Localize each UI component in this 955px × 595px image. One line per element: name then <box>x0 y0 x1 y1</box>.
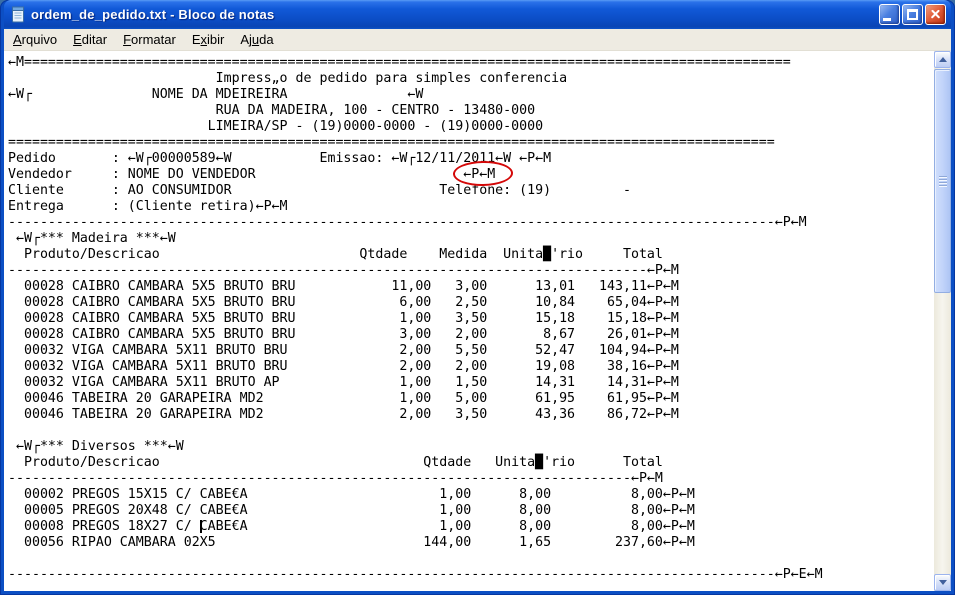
text-line: 00056 RIPAO CAMBARA 02X5 144,00 1,65 237… <box>8 535 695 550</box>
titlebar[interactable]: ordem_de_pedido.txt - Bloco de notas <box>4 0 951 29</box>
menubar: Arquivo Editar Formatar Exibir Ajuda <box>4 29 951 51</box>
text-line: RUA DA MADEIRA, 100 - CENTRO - 13480-000 <box>8 103 536 118</box>
menu-item[interactable]: Exibir <box>191 31 225 47</box>
scroll-down-button[interactable] <box>934 574 951 591</box>
vertical-scrollbar[interactable] <box>934 51 951 591</box>
text-editor[interactable]: ←M======================================… <box>4 51 934 591</box>
text-line: ========================================… <box>8 135 775 150</box>
menu-item[interactable]: Editar <box>73 31 108 47</box>
thumb-grip-icon <box>938 176 947 178</box>
text-line: 00002 PREGOS 15X15 C/ CABE€A 1,00 8,00 8… <box>8 487 695 502</box>
window-title: ordem_de_pedido.txt - Bloco de notas <box>31 7 275 22</box>
text-line: ----------------------------------------… <box>8 567 823 582</box>
text-line: ----------------------------------------… <box>8 215 807 230</box>
text-line: ←M======================================… <box>8 55 791 70</box>
text-line: 00032 VIGA CAMBARA 5X11 BRUTO BRU 2,00 2… <box>8 359 679 374</box>
text-line: Entrega : (Cliente retira)←P←M <box>8 199 288 214</box>
text-line: 00008 PREGOS 18X27 C/ CABE€A 1,00 8,00 8… <box>8 519 695 534</box>
text-caret <box>200 520 202 533</box>
text-line: 00028 CAIBRO CAMBARA 5X5 BRUTO BRU 1,00 … <box>8 311 679 326</box>
text-line: 00028 CAIBRO CAMBARA 5X5 BRUTO BRU 11,00… <box>8 279 679 294</box>
menu-item[interactable]: Arquivo <box>13 31 58 47</box>
text-line: 00028 CAIBRO CAMBARA 5X5 BRUTO BRU 6,00 … <box>8 295 679 310</box>
text-line: 00005 PREGOS 20X48 C/ CABE€A 1,00 8,00 8… <box>8 503 695 518</box>
arrow-up-icon <box>938 57 947 62</box>
text-line <box>8 551 934 567</box>
text-line: Vendedor : NOME DO VENDEDOR ←P←M <box>8 167 496 182</box>
text-line: Impress„o de pedido para simples confere… <box>8 71 568 86</box>
minimize-button[interactable] <box>879 4 900 25</box>
text-line: 00032 VIGA CAMBARA 5X11 BRUTO AP 1,00 1,… <box>8 375 679 390</box>
menu-item[interactable]: Formatar <box>123 31 176 47</box>
text-line: ←W┌*** Diversos ***←W <box>8 439 184 454</box>
close-button[interactable] <box>925 4 946 25</box>
text-line: 00046 TABEIRA 20 GARAPEIRA MD2 2,00 3,50… <box>8 407 679 422</box>
scroll-up-button[interactable] <box>934 51 951 68</box>
text-line: 00046 TABEIRA 20 GARAPEIRA MD2 1,00 5,00… <box>8 391 679 406</box>
text-line: ←W┌*** Madeira ***←W <box>8 231 176 246</box>
text-line: Pedido : ←W┌00000589←W Emissao: ←W┌12/11… <box>8 151 552 166</box>
text-line: LIMEIRA/SP - (19)0000-0000 - (19)0000-00… <box>8 119 544 134</box>
text-line: ←W┌ NOME DA MDEIREIRA ←W <box>8 87 424 102</box>
text-line: ----------------------------------------… <box>8 471 663 486</box>
notepad-icon <box>12 6 24 23</box>
maximize-button[interactable] <box>902 4 923 25</box>
maximize-icon <box>907 9 918 20</box>
text-line: 00028 CAIBRO CAMBARA 5X5 BRUTO BRU 3,00 … <box>8 327 679 342</box>
text-line: Cliente : AO CONSUMIDOR Telefone: (19) - <box>8 183 631 198</box>
editor-area: ←M======================================… <box>4 51 951 591</box>
text-line: Produto/Descricao Qtdade Medida Unita█'r… <box>8 247 663 262</box>
text-line: Produto/Descricao Qtdade Unita█'rio Tota… <box>8 455 663 470</box>
text-line: 00032 VIGA CAMBARA 5X11 BRUTO BRU 2,00 5… <box>8 343 679 358</box>
arrow-down-icon <box>938 580 947 585</box>
text-line: ----------------------------------------… <box>8 263 679 278</box>
minimize-icon <box>883 18 891 21</box>
scrollbar-thumb[interactable] <box>934 69 951 293</box>
text-line <box>8 423 934 439</box>
scrollbar-track[interactable] <box>934 68 951 574</box>
menu-item[interactable]: Ajuda <box>240 31 274 47</box>
